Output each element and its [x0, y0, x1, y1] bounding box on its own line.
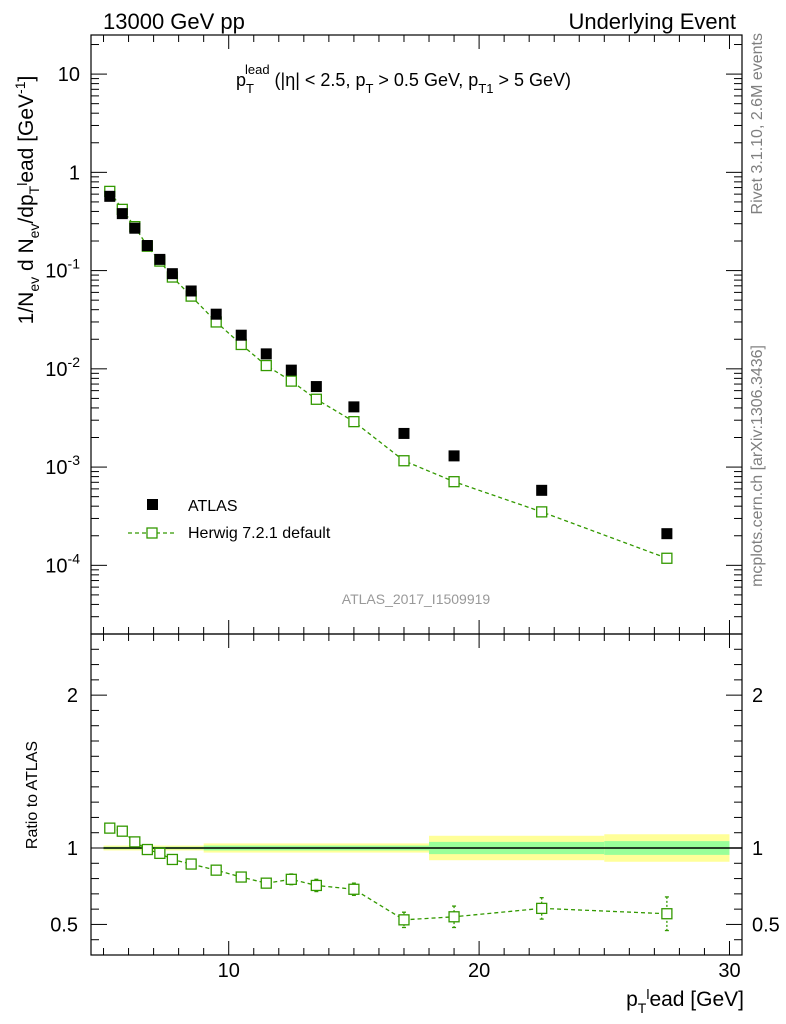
plot-title: pTlead (|η| < 2.5, pT > 0.5 GeV, pT1 > 5…	[236, 62, 571, 96]
herwig-line	[109, 191, 668, 559]
atlas-point	[185, 285, 197, 297]
x-axis-label: pTlead [GeV]	[626, 986, 744, 1016]
y-tick-label: 10	[58, 64, 80, 86]
main-y-axis-label: 1/Nev d Nev/dpTlead [GeV-1]	[12, 76, 42, 325]
legend-herwig-label: Herwig 7.2.1 default	[188, 525, 331, 542]
atlas-point	[260, 348, 272, 360]
atlas-point	[348, 401, 360, 413]
rivet-version-label: Rivet 3.1.10, 2.6M events	[749, 33, 766, 214]
ratio-herwig-point	[104, 822, 116, 834]
atlas-point	[235, 329, 247, 341]
analysis-id-label: ATLAS_2017_I1509919	[342, 591, 491, 607]
atlas-point	[210, 308, 222, 320]
legend: ATLAS Herwig 7.2.1 default	[128, 498, 331, 542]
y-tick-label: 10-2	[45, 354, 80, 381]
herwig-point	[536, 506, 548, 518]
ratio-y-tick-label: 0.5	[50, 914, 78, 936]
ratio-herwig-point	[536, 902, 548, 915]
legend-atlas-label: ATLAS	[188, 498, 238, 515]
atlas-point	[154, 253, 166, 265]
legend-herwig-marker	[146, 527, 158, 539]
herwig-point	[310, 393, 322, 405]
ratio-y-axis-label: Ratio to ATLAS	[24, 741, 41, 849]
atlas-point	[310, 381, 322, 393]
atlas-point	[285, 364, 297, 376]
atlas-point	[116, 208, 128, 220]
legend-atlas-marker	[147, 499, 158, 510]
ratio-y-tick-label: 1	[67, 838, 78, 860]
ratio-herwig-point	[166, 853, 179, 866]
herwig-point	[398, 455, 410, 467]
y-tick-label: 1	[69, 162, 80, 184]
herwig-point	[260, 359, 272, 372]
ratio-y-tick-label-right: 2	[752, 685, 763, 707]
ratio-herwig-point	[310, 879, 322, 892]
ratio-plot-frame	[90, 633, 743, 956]
mcplots-label: mcplots.cern.ch [arXiv:1306.3436]	[749, 345, 766, 587]
ratio-y-tick-label: 2	[67, 685, 78, 707]
ratio-herwig-point	[448, 911, 460, 923]
x-tick-label: 20	[468, 960, 490, 982]
ratio-herwig-point	[260, 877, 272, 889]
atlas-point	[104, 190, 116, 202]
herwig-point	[348, 416, 360, 428]
herwig-point	[661, 552, 673, 564]
ratio-herwig-point	[285, 873, 297, 885]
ratio-y-tick-label-right: 1	[752, 838, 763, 860]
main-plot-frame	[90, 34, 743, 635]
ratio-herwig-point	[185, 858, 197, 870]
atlas-point	[661, 528, 673, 540]
atlas-point	[536, 484, 548, 496]
atlas-point	[398, 427, 410, 439]
y-tick-label: 10-4	[45, 550, 80, 577]
main-plot-area: 10-4 10-3 10-2 10-1 1 10	[45, 34, 743, 635]
ratio-herwig-point	[141, 843, 153, 856]
ratio-herwig-point	[661, 908, 673, 920]
header-left: 13000 GeV pp	[103, 9, 245, 34]
y-tick-label: 10-1	[45, 256, 80, 283]
atlas-point	[141, 240, 153, 252]
x-tick-label: 10	[218, 960, 240, 982]
ratio-herwig-point	[398, 914, 410, 926]
herwig-point	[235, 338, 247, 351]
ratio-plot-area: 10 20 30 0.5 0.5 1 1 2 2	[50, 633, 780, 982]
ratio-herwig-point	[210, 864, 222, 876]
x-tick-label: 30	[718, 960, 740, 982]
ratio-herwig-point	[348, 883, 360, 895]
ratio-y-tick-label-right: 0.5	[752, 914, 780, 936]
y-tick-label: 10-3	[45, 452, 80, 479]
herwig-point	[448, 476, 460, 488]
herwig-point	[285, 375, 297, 387]
atlas-point	[448, 450, 460, 462]
ratio-herwig-point	[154, 847, 166, 859]
ratio-herwig-point	[235, 871, 247, 883]
ratio-herwig-point	[116, 825, 128, 837]
header-right: Underlying Event	[568, 9, 736, 34]
ratio-herwig-point	[129, 836, 141, 848]
atlas-point	[166, 268, 178, 280]
atlas-point	[129, 222, 141, 234]
